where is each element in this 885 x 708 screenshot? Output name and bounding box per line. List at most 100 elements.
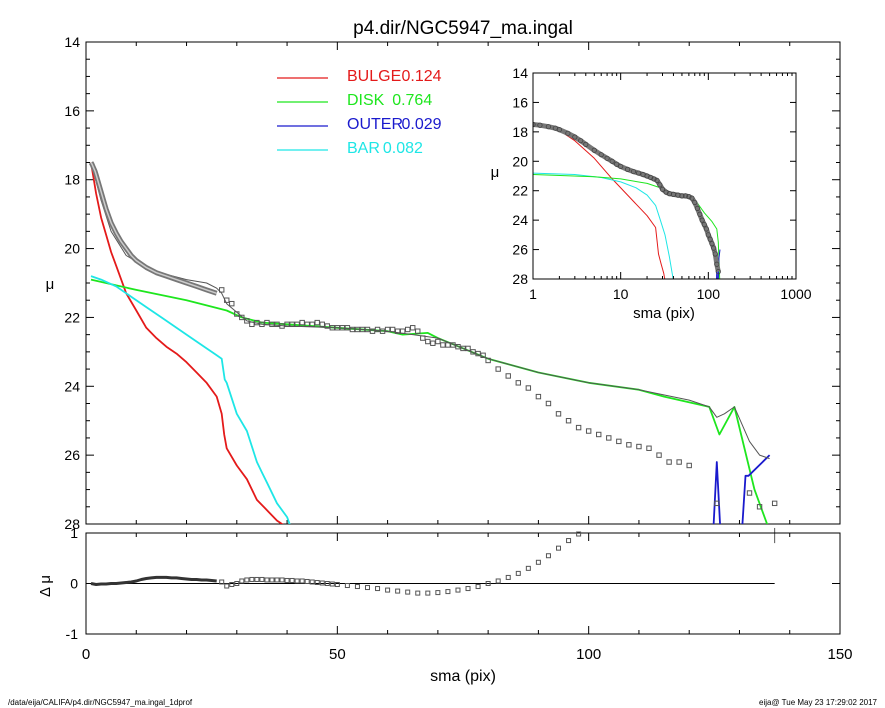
- x-tick-label: 0: [82, 646, 90, 663]
- residual-point: [269, 577, 275, 583]
- data-point: [756, 504, 763, 510]
- data-point: [714, 500, 720, 507]
- inset-y-tick-label: 28: [512, 271, 528, 287]
- residual-point: [279, 577, 285, 583]
- data-point: [284, 321, 290, 328]
- data-point: [269, 321, 275, 328]
- residual-inner-track: [90, 575, 217, 586]
- inset-y-tick-label: 20: [512, 153, 528, 169]
- residual-point: [435, 590, 441, 596]
- data-point: [470, 349, 476, 355]
- main-series: [88, 161, 778, 524]
- residual-point: [395, 588, 401, 594]
- legend-value-outer: 0.029: [402, 116, 442, 133]
- data-point: [324, 323, 330, 329]
- residual-point: [576, 531, 582, 537]
- inset-y-tick-label: 16: [512, 94, 528, 110]
- data-point: [450, 342, 456, 348]
- data-point: [596, 431, 602, 438]
- residual-point: [364, 585, 370, 591]
- residual-point: [319, 580, 325, 586]
- residual-point: [405, 589, 411, 595]
- inset-data-point: [682, 193, 689, 199]
- data-point: [676, 459, 682, 465]
- data-point: [339, 325, 346, 331]
- inset-data-point: [614, 161, 620, 167]
- data-point: [585, 428, 592, 434]
- residual-point: [239, 578, 245, 584]
- inset-data-point: [635, 170, 642, 176]
- inset-data-point: [709, 241, 715, 247]
- data-point: [379, 328, 386, 334]
- y-tick-label: 16: [64, 103, 80, 119]
- inset-y-axis-label: μ: [491, 164, 500, 181]
- residual-point: [334, 582, 340, 588]
- inset-series: [533, 121, 721, 279]
- y-tick-label: 18: [64, 172, 80, 188]
- data-point: [319, 321, 325, 328]
- data-point: [771, 500, 778, 507]
- data-point: [394, 328, 401, 334]
- residual-point: [505, 574, 511, 580]
- data-point: [239, 314, 245, 321]
- data-point: [334, 325, 341, 331]
- residual-y-tick-label: -1: [66, 626, 79, 642]
- data-point: [229, 300, 235, 307]
- residual-point: [515, 570, 521, 576]
- residual-point: [254, 576, 260, 582]
- inset-data-point: [705, 232, 711, 238]
- data-point: [445, 342, 451, 348]
- x-tick-label: 100: [576, 646, 601, 663]
- inset-data-point: [689, 195, 695, 201]
- data-point: [575, 424, 582, 431]
- data-point: [485, 357, 491, 364]
- inset-data-point: [701, 221, 707, 228]
- data-point: [410, 325, 416, 331]
- residual-point: [385, 587, 391, 593]
- inset-x-tick-label: 10: [613, 286, 629, 302]
- inset-data-point: [630, 168, 637, 175]
- data-point: [364, 326, 371, 333]
- inset-data-point: [659, 186, 666, 192]
- data-point: [440, 342, 446, 348]
- inset-data-point: [692, 199, 698, 206]
- data-point: [244, 318, 250, 324]
- y-tick-label: 14: [64, 34, 80, 50]
- data-point: [249, 321, 255, 328]
- data-point: [309, 321, 315, 328]
- inset-data-point: [715, 269, 721, 275]
- data-point: [264, 319, 270, 326]
- inset-panel: 14 16 18 20 22 24 26 281 10 100 1000 sma (pix) μ: [491, 65, 812, 322]
- residual-point: [284, 577, 290, 583]
- residual-point: [259, 576, 265, 582]
- y-tick-label: 26: [64, 447, 80, 463]
- residual-point: [556, 545, 562, 551]
- residual-point: [264, 577, 270, 583]
- residual-point: [299, 578, 305, 584]
- inset-data-point: [565, 130, 571, 136]
- data-point: [460, 345, 466, 352]
- y-tick-label: 24: [64, 378, 80, 394]
- data-point: [384, 326, 391, 333]
- data-point: [636, 443, 642, 450]
- data-point: [525, 385, 532, 391]
- residual-point: [329, 581, 335, 587]
- inset-x-tick-label: 100: [697, 286, 721, 302]
- residual-point: [294, 578, 300, 584]
- data-point: [389, 326, 396, 333]
- data-point: [505, 373, 511, 379]
- residual-point: [324, 581, 330, 586]
- y-axis-label: μ: [46, 276, 55, 293]
- data-point: [465, 345, 471, 352]
- data-point: [430, 340, 436, 346]
- inset-data-point: [654, 177, 660, 184]
- inset-data-point: [533, 121, 536, 128]
- data-point: [616, 438, 622, 445]
- inset-data-point: [707, 236, 713, 242]
- residual-point: [314, 579, 320, 585]
- residual-point: [415, 590, 421, 596]
- bulge-line: [90, 162, 284, 524]
- data-point: [606, 435, 612, 441]
- residual-point: [475, 584, 481, 590]
